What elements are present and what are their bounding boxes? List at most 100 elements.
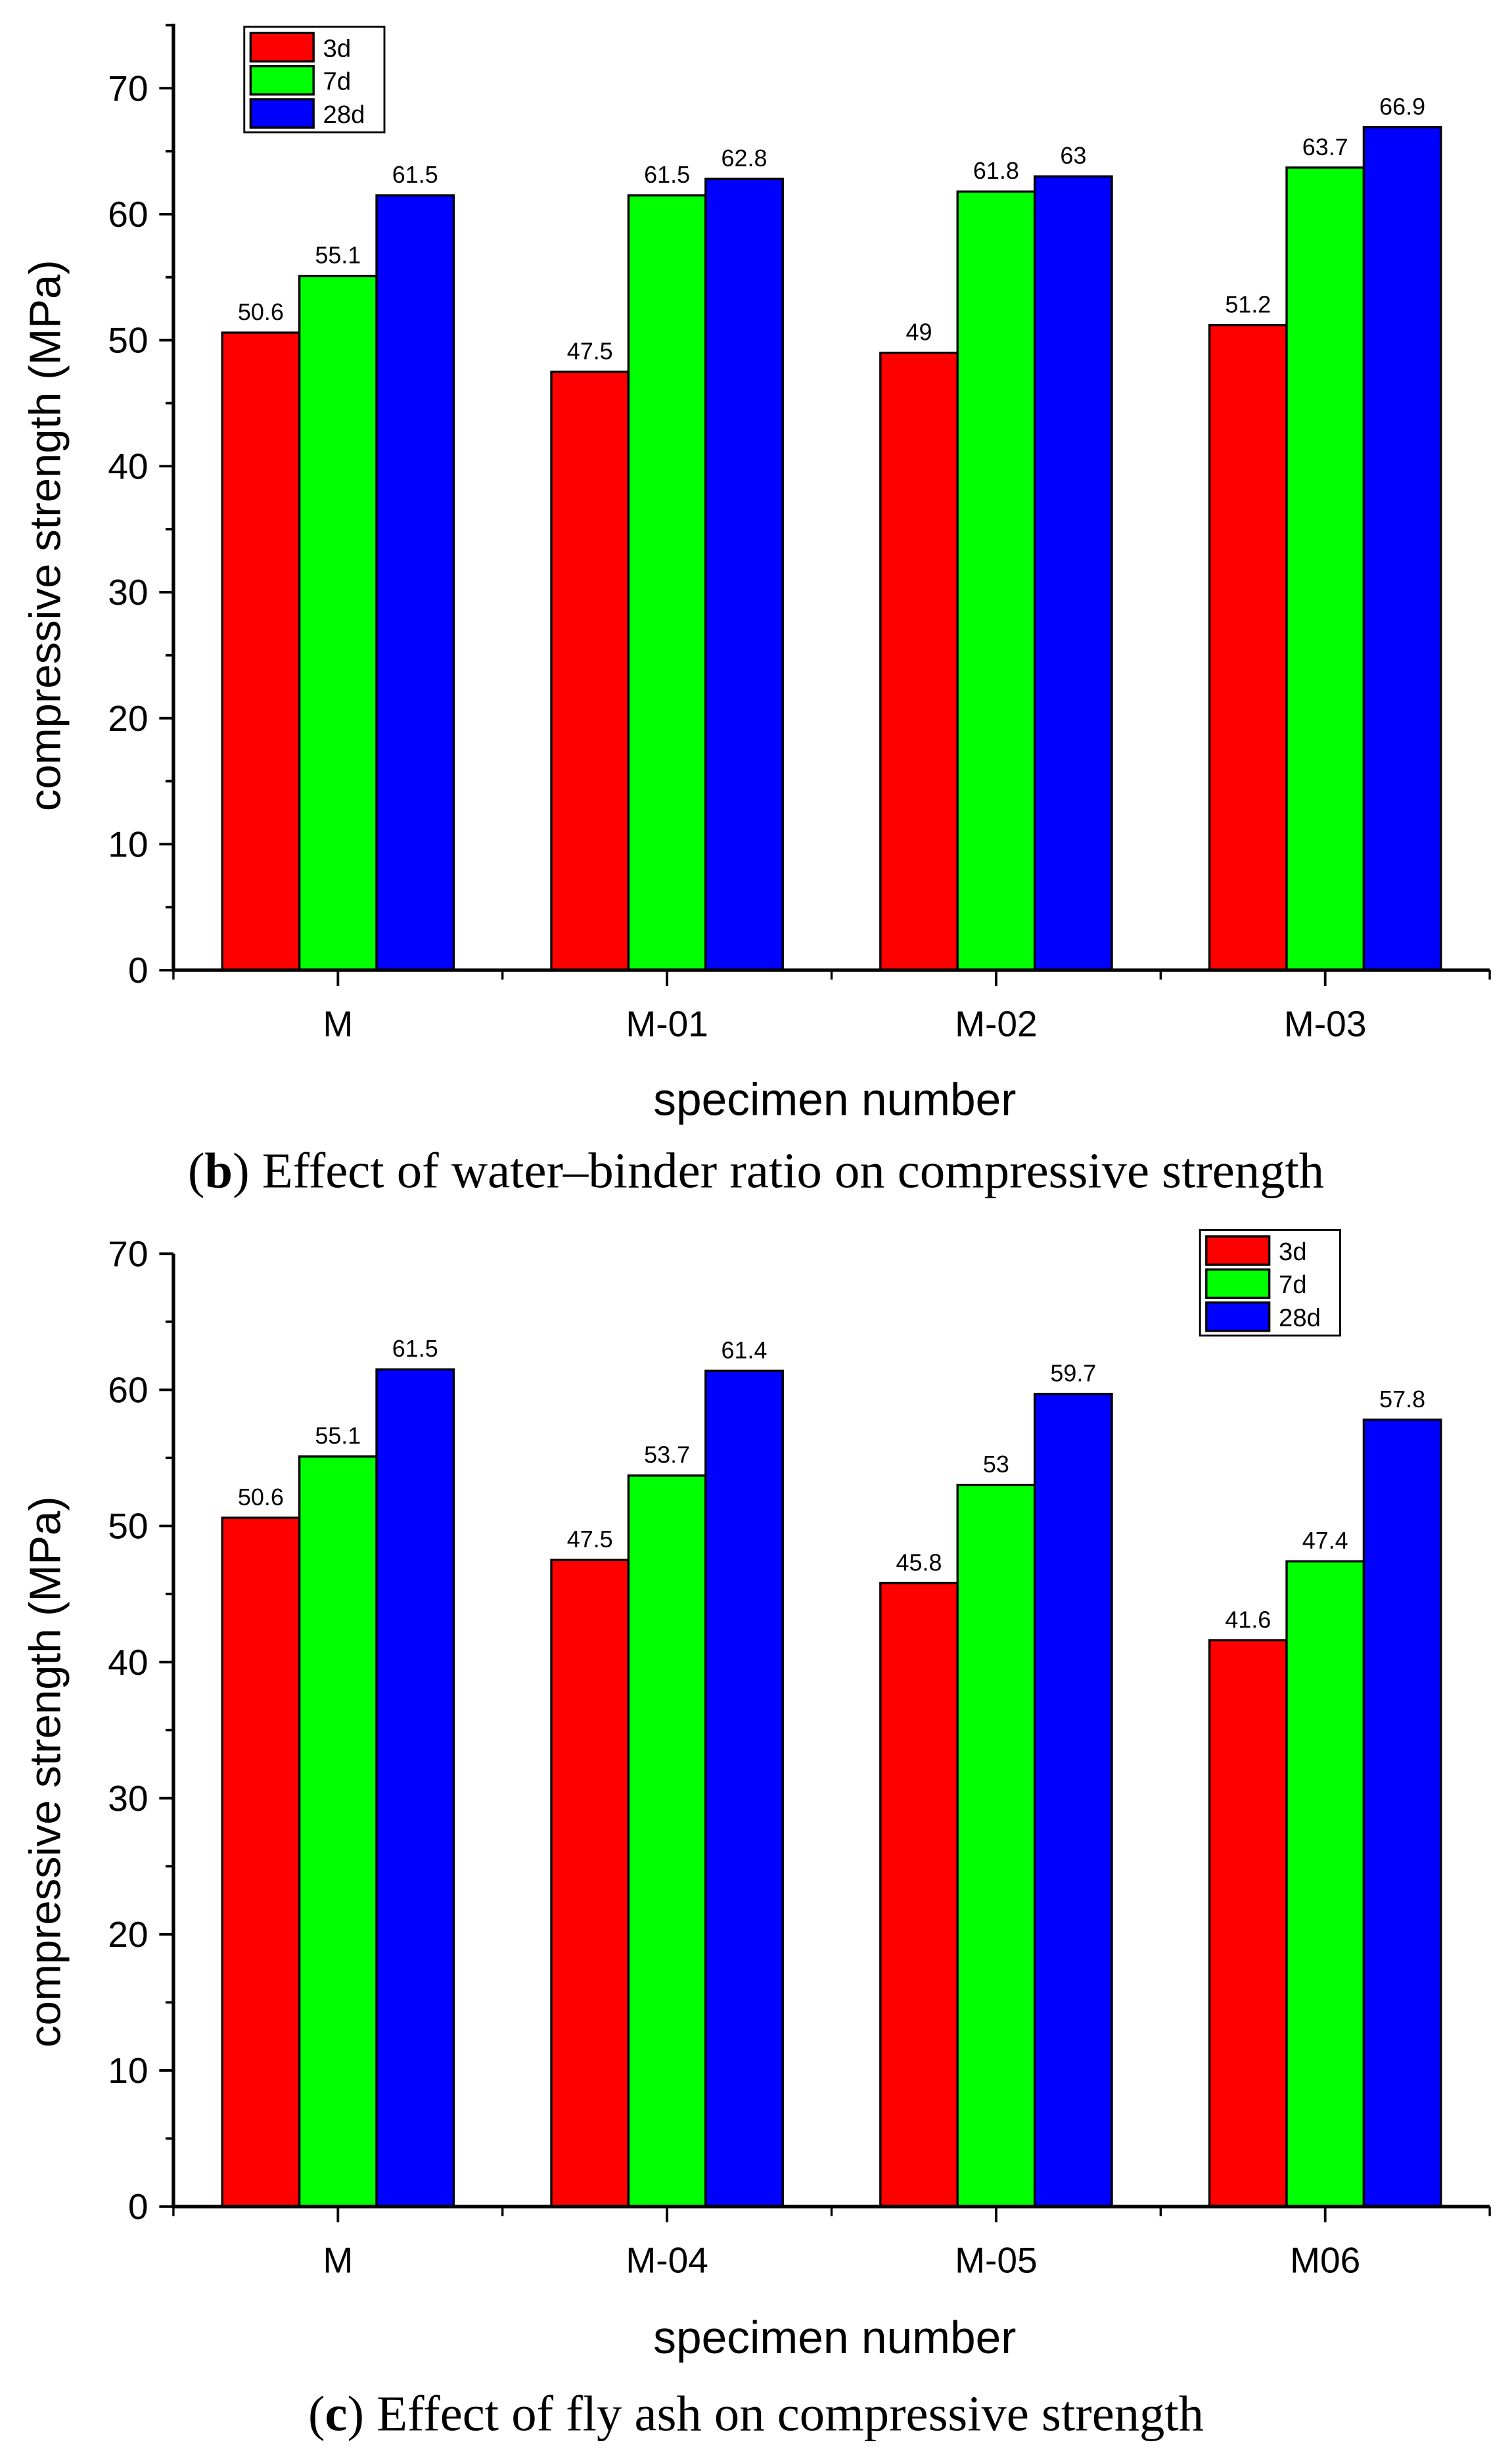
y-tick-label: 40	[108, 1642, 148, 1683]
data-label: 53	[983, 1451, 1009, 1478]
x-tick-label: M-02	[955, 1004, 1038, 1044]
data-label: 51.2	[1225, 291, 1271, 317]
caption-letter: c	[325, 2385, 348, 2441]
bar-7d-M-03	[1285, 166, 1365, 971]
legend: 3d 7d 28d	[243, 26, 386, 133]
bar-28d-M-03	[1362, 126, 1442, 971]
legend-label: 3d	[1279, 1238, 1307, 1266]
y-tick-label: 50	[108, 1506, 148, 1547]
caption-text: ) Effect of fly ash on compressive stren…	[348, 2385, 1204, 2441]
bar-7d-M-01	[627, 194, 707, 971]
y-tick-label: 0	[128, 2186, 149, 2227]
data-label: 50.6	[238, 298, 284, 325]
figure-caption: (b) Effect of water–binder ratio on comp…	[188, 1143, 1324, 1199]
bar-3d-M06	[1208, 1639, 1288, 2208]
data-label: 47.4	[1302, 1527, 1348, 1554]
y-tick-label: 10	[108, 2050, 148, 2091]
data-label: 49	[906, 319, 932, 346]
bar-28d-M06	[1362, 1418, 1442, 2208]
x-tick-label: M06	[1290, 2240, 1360, 2281]
legend-label: 28d	[1279, 1304, 1321, 1332]
y-axis-title: compressive strength (MPa)	[20, 260, 70, 811]
caption-letter: b	[204, 1143, 233, 1199]
bar-28d-M	[375, 194, 455, 971]
y-tick-label: 60	[108, 1370, 148, 1411]
legend: 3d 7d 28d	[1199, 1228, 1341, 1337]
x-tick-label: M	[323, 1004, 353, 1044]
y-tick-label: 70	[108, 1233, 148, 1274]
data-label: 45.8	[896, 1549, 942, 1576]
data-label: 53.7	[644, 1441, 690, 1468]
legend-swatch-3d	[249, 32, 315, 63]
bar-7d-M-05	[956, 1484, 1036, 2208]
data-label: 50.6	[238, 1484, 284, 1510]
bar-7d-M	[298, 275, 378, 971]
y-tick-label: 70	[108, 68, 148, 108]
bar-28d-M-01	[704, 177, 784, 971]
bar-28d-M-02	[1033, 175, 1113, 971]
bar-28d-M-04	[704, 1369, 784, 2208]
y-tick-label: 20	[108, 698, 148, 739]
bar-3d-M-05	[879, 1581, 959, 2208]
y-tick-label: 30	[108, 572, 148, 613]
x-tick-label: M	[323, 2240, 353, 2281]
y-tick-label: 50	[108, 320, 148, 361]
y-tick-label: 10	[108, 824, 148, 865]
data-label: 62.8	[722, 145, 767, 172]
x-tick-label: M-01	[626, 1004, 708, 1044]
data-label: 61.8	[973, 157, 1019, 184]
legend-label: 7d	[1279, 1271, 1307, 1299]
data-label: 61.5	[392, 1335, 438, 1362]
x-axis-title: specimen number	[653, 1073, 1016, 1125]
legend-swatch-7d	[1205, 1268, 1271, 1299]
chart-c: 50.6 55.1 61.5 M 47.5 53.7 61.4 M-04 45.8 53 59.7 M…	[20, 1228, 1491, 2441]
data-label: 57.8	[1379, 1386, 1425, 1413]
data-label: 55.1	[315, 242, 361, 269]
bar-7d-M06	[1285, 1560, 1365, 2208]
legend-label: 28d	[323, 101, 365, 129]
legend-label: 3d	[323, 34, 352, 62]
y-tick-label: 40	[108, 446, 148, 486]
x-tick-label: M-03	[1284, 1004, 1367, 1044]
legend-swatch-28d	[1205, 1301, 1271, 1332]
data-label: 63	[1060, 142, 1086, 169]
bar-3d-M-02	[879, 352, 959, 971]
figure-caption: (c) Effect of fly ash on compressive str…	[308, 2385, 1204, 2441]
bar-3d-M-04	[550, 1558, 630, 2208]
data-label: 61.4	[722, 1336, 767, 1363]
legend-swatch-28d	[249, 98, 315, 129]
y-tick-label: 20	[108, 1914, 148, 1955]
y-tick-label: 0	[128, 950, 149, 991]
data-label: 59.7	[1050, 1359, 1096, 1386]
bar-7d-M-02	[956, 190, 1036, 971]
legend-swatch-7d	[249, 64, 315, 96]
bar-7d-M-04	[627, 1474, 707, 2208]
legend-swatch-3d	[1205, 1235, 1271, 1266]
caption-open-paren: (	[188, 1143, 205, 1199]
bar-3d-M	[221, 331, 301, 971]
y-axis-title: compressive strength (MPa)	[20, 1496, 70, 2048]
chart-b: 50.6 55.1 61.5 M 47.5 61.5 62.8 M-01 49 61.8 63 M-0…	[20, 23, 1491, 1199]
legend-label: 7d	[323, 68, 352, 96]
x-axis-title: specimen number	[653, 2312, 1016, 2363]
data-label: 61.5	[392, 161, 438, 188]
bar-28d-M	[375, 1368, 455, 2208]
data-label: 66.9	[1379, 93, 1425, 120]
y-tick-label: 60	[108, 194, 148, 235]
bar-3d-M	[221, 1516, 301, 2208]
y-tick-label: 30	[108, 1778, 148, 1819]
data-label: 61.5	[644, 161, 690, 188]
x-tick-label: M-04	[626, 2240, 708, 2281]
data-label: 55.1	[315, 1422, 361, 1449]
caption-text: ) Effect of water–binder ratio on compre…	[233, 1143, 1324, 1199]
data-label: 63.7	[1302, 133, 1348, 160]
bar-3d-M-03	[1208, 323, 1288, 971]
bar-28d-M-05	[1033, 1392, 1113, 2208]
data-label: 47.5	[567, 337, 613, 364]
x-tick-label: M-05	[955, 2240, 1038, 2281]
caption-open-paren: (	[308, 2385, 325, 2441]
data-label: 47.5	[567, 1526, 613, 1553]
data-label: 41.6	[1225, 1606, 1271, 1633]
bar-3d-M-01	[550, 370, 630, 971]
